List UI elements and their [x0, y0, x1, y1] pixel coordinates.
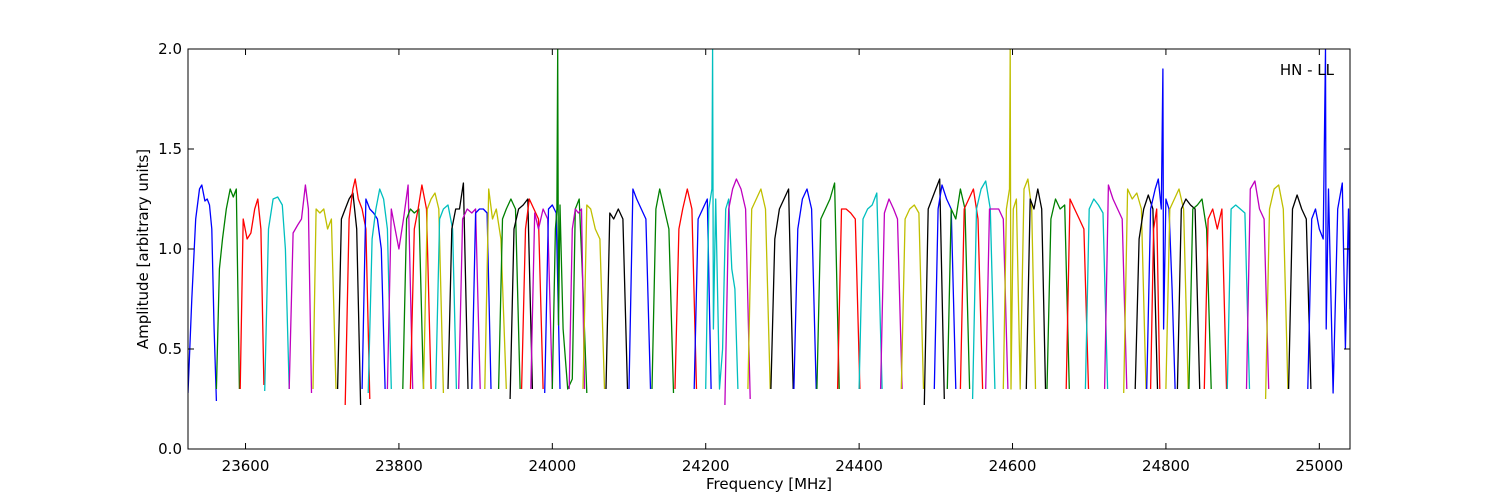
series-line: [312, 208, 337, 390]
series-line: [705, 49, 739, 390]
y-tick-label: 0.5: [158, 340, 182, 358]
y-axis: 0.0 0.5 1.0 1.5 2.0: [158, 40, 1350, 458]
series-line: [724, 178, 751, 406]
series-line: [985, 208, 1009, 390]
x-tick-label: 23800: [375, 457, 423, 475]
series-line: [628, 188, 652, 390]
series-line: [770, 188, 794, 390]
series-line: [239, 198, 265, 390]
series-line: [551, 49, 588, 394]
series-line: [946, 188, 971, 390]
series-line: [674, 188, 698, 390]
series-line: [544, 204, 561, 394]
series-line: [386, 184, 414, 390]
y-tick-label: 0.0: [158, 440, 182, 458]
series-line: [520, 198, 544, 390]
series-line: [933, 184, 957, 390]
x-tick-label: 24800: [1142, 457, 1190, 475]
series-line: [361, 198, 386, 390]
x-tick-label: 25000: [1295, 457, 1343, 475]
series-line: [879, 198, 903, 390]
series-line: [1307, 49, 1350, 394]
x-tick-label: 24600: [989, 457, 1037, 475]
series-line: [1002, 49, 1037, 390]
x-axis: 23600 23800 24000 24200 24400 24600 24800 25000: [222, 49, 1343, 475]
y-axis-label: Amplitude [arbitrary units]: [134, 149, 152, 349]
series-line: [215, 188, 241, 390]
series-line: [1146, 68, 1176, 390]
series-line: [959, 188, 984, 390]
series-line: [288, 184, 313, 394]
series-line: [1245, 180, 1270, 390]
series-line: [816, 182, 840, 390]
series-line: [1046, 198, 1070, 390]
y-tick-label: 1.0: [158, 240, 182, 258]
series-line: [509, 198, 534, 400]
series-line: [582, 204, 606, 390]
series-line: [1103, 184, 1128, 390]
series-line: [1084, 198, 1109, 390]
x-tick-label: 24200: [682, 457, 730, 475]
series-line: [530, 208, 553, 390]
series-line: [1065, 198, 1090, 390]
series-line: [367, 188, 392, 394]
series-line: [497, 198, 521, 390]
x-tick-label: 23600: [222, 457, 270, 475]
y-tick-label: 1.5: [158, 140, 182, 158]
series-line: [1025, 188, 1047, 390]
series-line: [188, 184, 218, 402]
series-line: [264, 196, 290, 392]
series-line: [1149, 208, 1161, 390]
series-line: [435, 204, 458, 390]
series-line: [1165, 188, 1189, 390]
series-line: [1203, 208, 1228, 390]
series-line: [458, 208, 481, 390]
series-line: [447, 182, 469, 390]
series-line: [651, 188, 675, 394]
series-line: [1287, 194, 1312, 390]
series-line: [402, 208, 425, 390]
series-line: [1176, 198, 1201, 390]
series-layer: [188, 49, 1350, 406]
series-line: [1123, 188, 1147, 394]
y-tick-label: 2.0: [158, 40, 182, 58]
series-line: [900, 204, 925, 390]
series-line: [747, 188, 771, 390]
series-line: [336, 192, 362, 406]
series-line: [923, 178, 945, 406]
series-line: [971, 180, 996, 400]
series-line: [836, 208, 861, 390]
series-line: [693, 198, 712, 390]
series-line: [1226, 204, 1251, 390]
series-line: [858, 192, 883, 390]
series-line: [605, 208, 629, 390]
x-axis-label: Frequency [MHz]: [706, 475, 832, 493]
series-line: [1264, 184, 1289, 400]
series-line: [568, 208, 586, 390]
series-line: [793, 188, 817, 390]
chart-annotation: HN - LL: [1280, 61, 1335, 79]
x-tick-label: 24400: [835, 457, 883, 475]
x-tick-label: 24000: [528, 457, 576, 475]
